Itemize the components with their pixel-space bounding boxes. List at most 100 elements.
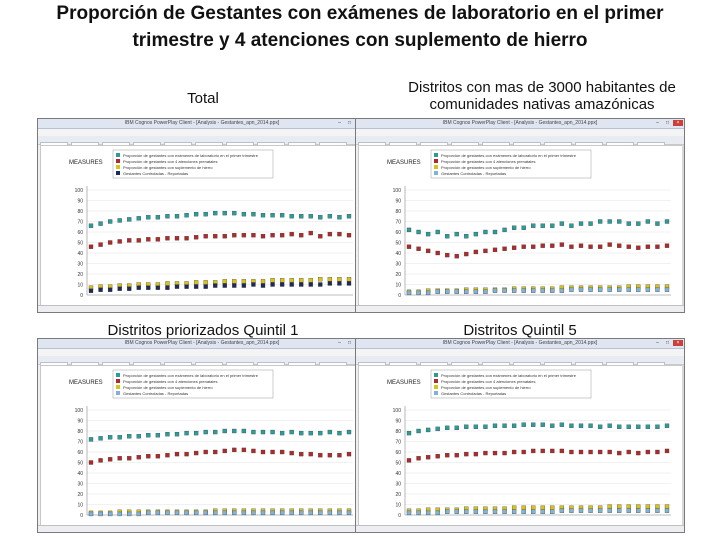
toolbar [38,356,366,369]
series-1-point [88,460,94,465]
series-1-point [203,449,208,455]
maximize-button[interactable]: □ [665,120,670,126]
series-3-point [540,509,545,515]
chart-legend [112,149,274,179]
series-0-point [346,214,352,219]
line-chart: MEASURES Proporción de gestantes con exám… [387,149,671,299]
maximize-button[interactable]: □ [347,120,352,126]
chart-legend [112,369,274,399]
series-3-point [213,283,218,288]
series-0-point [279,213,285,218]
series-3-point [241,283,247,288]
series-3-point [174,284,180,289]
series-3-point [435,289,440,295]
series-3-point [127,286,132,291]
series-1-point [193,235,199,240]
minimize-button[interactable]: – [656,120,659,126]
series-3-point [117,511,122,517]
window-title: IBM Cognos PowerPlay Client - [Analysis … [442,120,598,126]
series-3-point [327,510,333,516]
series-3-point [184,510,189,516]
y-tick-label: 40 [395,471,401,477]
series-3-point [127,511,132,517]
y-tick-label: 0 [398,513,401,519]
caption-quintil5-text: Distritos Quintil 5 [463,322,577,339]
maximize-button[interactable]: □ [347,340,352,346]
series-1-point [107,457,113,462]
window-title-bar[interactable]: IBM Cognos PowerPlay Client - [Analysis … [356,119,684,129]
series-0-point [213,210,218,216]
series-1-point [588,244,593,249]
series-0-point [270,213,275,218]
series-1-point [655,244,660,249]
maximize-button[interactable]: □ [665,340,670,346]
series-1-point [346,451,352,457]
series-3-point [540,288,545,293]
measures-label[interactable]: MEASURES [69,160,103,166]
window-title-bar[interactable]: IBM Cognos PowerPlay Client - [Analysis … [38,339,366,349]
minimize-button[interactable]: – [656,340,659,346]
chart-area: MEASURES Proporción de gestantes con exám… [40,145,366,306]
toolbar [356,356,684,369]
series-2-point [279,278,285,283]
measures-label[interactable]: MEASURES [69,380,103,386]
series-1-point [483,248,488,254]
series-0-point [299,430,304,436]
series-3-point [232,510,237,516]
window-title-bar[interactable]: IBM Cognos PowerPlay Client - [Analysis … [38,119,366,129]
series-3-point [337,281,342,286]
close-button[interactable]: × [673,340,683,346]
series-1-point [117,456,122,461]
series-1-point [588,449,593,455]
series-3-point [502,509,507,515]
series-1-point [346,233,352,238]
series-3-point [146,510,151,516]
series-1-point [222,234,227,239]
series-1-point [540,448,545,454]
series-0-point [107,219,113,224]
screenshot-panel-quintil1: IBM Cognos PowerPlay Client - [Analysis … [37,338,367,533]
series-1-point [327,231,333,237]
measures-label[interactable]: MEASURES [387,380,421,386]
series-0-point [98,221,103,226]
series-3-point [511,509,517,515]
series-1-point [165,236,170,241]
close-button[interactable]: × [673,120,683,126]
series-0-point [597,424,603,429]
series-0-point [318,430,323,436]
minimize-button[interactable]: – [338,120,341,126]
series-3-point [136,511,141,517]
series-0-point [88,223,94,228]
legend-entry: Proporción de gestantes con exámenes de … [441,373,577,378]
series-2-point [531,505,536,510]
series-3-point [464,509,469,515]
series-3-point [569,287,574,292]
series-0-point [136,216,141,221]
series-3-point [483,289,488,295]
screenshot-panel-quintil5: IBM Cognos PowerPlay Client - [Analysis … [355,338,685,533]
series-3-point [337,510,342,516]
caption-quintil1: Distritos priorizados Quintil 1 [38,322,368,339]
series-1-point [597,244,603,249]
window-title-bar[interactable]: IBM Cognos PowerPlay Client - [Analysis … [356,339,684,349]
series-1-point [626,449,631,455]
y-tick-label: 90 [77,418,83,424]
series-1-point [193,450,199,456]
series-3-point [155,510,161,516]
series-1-point [607,242,612,247]
series-0-point [117,435,122,440]
series-1-point [203,234,208,239]
vertical-scrollbar[interactable] [682,145,684,305]
series-1-point [492,247,498,252]
series-3-point [184,284,189,289]
series-1-point [550,448,555,454]
measures-label[interactable]: MEASURES [387,160,421,166]
series-2-point [270,278,275,283]
minimize-button[interactable]: – [338,340,341,346]
series-0-point [203,212,208,217]
series-0-point [406,430,412,436]
vertical-scrollbar[interactable] [682,365,684,525]
series-0-point [270,429,275,435]
series-3-point [289,510,294,516]
series-3-point [232,283,237,288]
